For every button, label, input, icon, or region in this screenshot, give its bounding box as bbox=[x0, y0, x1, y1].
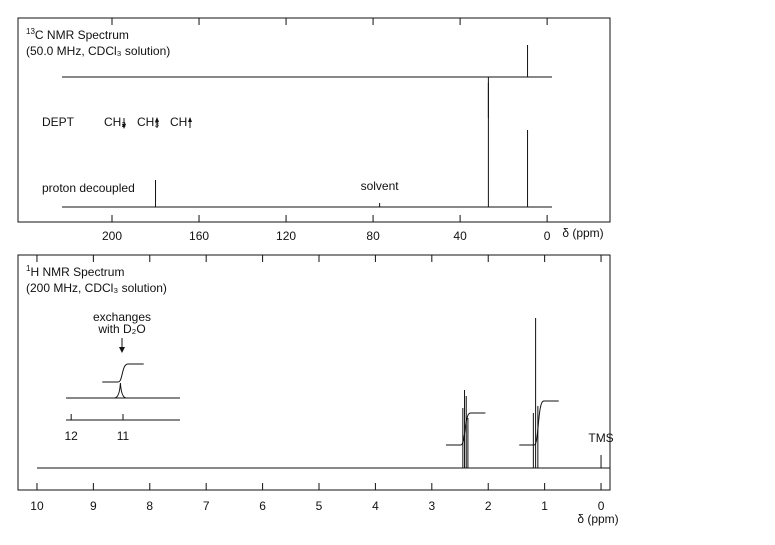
x-tick-label: 4 bbox=[372, 499, 379, 513]
inset-note: with D₂O bbox=[97, 322, 145, 336]
x-tick-label: 5 bbox=[316, 499, 323, 513]
x-axis-label: δ (ppm) bbox=[562, 226, 603, 240]
spectrum-title: 13C NMR Spectrum bbox=[26, 27, 129, 42]
x-tick-label: 2 bbox=[485, 499, 492, 513]
trace-label: DEPT bbox=[42, 115, 75, 129]
x-tick-label: 80 bbox=[366, 229, 380, 243]
x-tick-label: 8 bbox=[146, 499, 153, 513]
x-tick-label: 6 bbox=[259, 499, 266, 513]
inset-integral bbox=[102, 363, 144, 383]
x-tick-label: 0 bbox=[598, 499, 605, 513]
inset-peak bbox=[114, 382, 127, 399]
x-tick-label: 120 bbox=[276, 229, 296, 243]
dept-legend-label: CH₂ bbox=[104, 115, 126, 129]
exchange-arrow-head bbox=[119, 347, 125, 353]
title-isotope: 13 bbox=[26, 27, 35, 36]
dept-arrow-head bbox=[155, 117, 159, 122]
c13-frame bbox=[17, 17, 611, 223]
x-tick-label: 3 bbox=[428, 499, 435, 513]
inset-note: exchanges bbox=[93, 310, 151, 324]
spectrum-subtitle: (50.0 MHz, CDCl₃ solution) bbox=[26, 44, 170, 58]
x-tick-label: 40 bbox=[453, 229, 467, 243]
dept-legend-label: CH₃ bbox=[137, 115, 159, 129]
integral-curve bbox=[445, 412, 486, 446]
integral-curve bbox=[519, 400, 559, 446]
x-tick-label: 1 bbox=[541, 499, 548, 513]
peak-label: TMS bbox=[588, 431, 613, 445]
title-isotope: 1 bbox=[26, 264, 31, 273]
inset-tick-label: 12 bbox=[65, 429, 79, 443]
x-tick-label: 10 bbox=[30, 499, 44, 513]
x-tick-label: 200 bbox=[102, 229, 122, 243]
title-text: H NMR Spectrum bbox=[30, 265, 124, 279]
x-axis-label: δ (ppm) bbox=[577, 512, 618, 526]
dept-legend-label: CH bbox=[170, 115, 187, 129]
x-tick-label: 0 bbox=[544, 229, 551, 243]
dept-arrow-head bbox=[122, 124, 126, 129]
inset-tick-label: 11 bbox=[117, 429, 130, 443]
peak-label: solvent bbox=[361, 179, 400, 193]
spectrum-title: 1H NMR Spectrum bbox=[26, 264, 124, 279]
spectrum-subtitle: (200 MHz, CDCl₃ solution) bbox=[26, 281, 167, 295]
dept-arrow-head bbox=[188, 117, 192, 122]
trace-label: proton decoupled bbox=[42, 181, 135, 195]
x-tick-label: 7 bbox=[203, 499, 210, 513]
h1-frame bbox=[17, 254, 611, 491]
x-tick-label: 9 bbox=[90, 499, 97, 513]
x-tick-label: 160 bbox=[189, 229, 209, 243]
title-text: C NMR Spectrum bbox=[35, 28, 129, 42]
